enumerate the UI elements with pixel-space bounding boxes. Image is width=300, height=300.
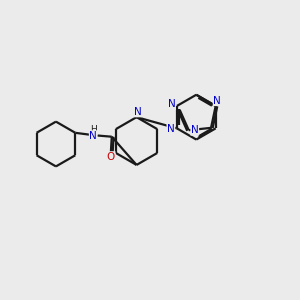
- Text: O: O: [107, 152, 115, 162]
- Text: N: N: [213, 96, 221, 106]
- Text: N: N: [191, 125, 199, 135]
- Text: N: N: [168, 100, 176, 110]
- Text: H: H: [91, 125, 97, 134]
- Text: N: N: [167, 124, 175, 134]
- Text: N: N: [89, 131, 97, 141]
- Text: N: N: [134, 107, 141, 117]
